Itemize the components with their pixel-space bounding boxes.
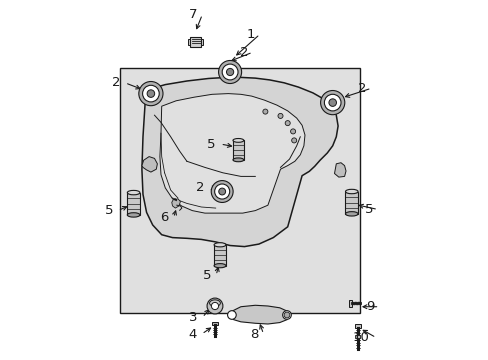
Circle shape <box>206 298 223 314</box>
Text: 5: 5 <box>207 138 215 150</box>
Bar <box>190 37 201 47</box>
Circle shape <box>282 311 291 319</box>
Text: 3: 3 <box>189 311 197 324</box>
Circle shape <box>226 68 233 76</box>
Text: 8: 8 <box>250 328 258 341</box>
Circle shape <box>211 302 218 310</box>
Text: 5: 5 <box>364 203 373 216</box>
Ellipse shape <box>232 158 244 162</box>
Circle shape <box>214 184 229 199</box>
Text: 10: 10 <box>352 331 369 344</box>
Ellipse shape <box>345 189 357 194</box>
Circle shape <box>211 181 233 202</box>
Text: 2: 2 <box>358 82 366 95</box>
Circle shape <box>147 90 154 97</box>
Bar <box>232 140 244 160</box>
Polygon shape <box>230 305 289 324</box>
Circle shape <box>139 81 163 106</box>
Text: 5: 5 <box>203 269 211 282</box>
Text: 5: 5 <box>104 204 113 217</box>
Circle shape <box>142 85 159 102</box>
Text: 2: 2 <box>112 76 120 89</box>
Ellipse shape <box>214 264 225 268</box>
Bar <box>348 300 351 307</box>
Polygon shape <box>171 199 180 208</box>
Text: 1: 1 <box>246 28 255 41</box>
Circle shape <box>227 311 236 319</box>
Text: 7: 7 <box>189 8 197 21</box>
Bar <box>201 39 203 45</box>
Circle shape <box>218 60 241 84</box>
Text: 6: 6 <box>160 211 168 224</box>
Bar <box>354 324 361 328</box>
Text: 4: 4 <box>188 328 197 341</box>
Polygon shape <box>160 94 305 213</box>
Bar <box>214 245 225 266</box>
Circle shape <box>277 113 283 118</box>
Bar <box>345 192 357 214</box>
Ellipse shape <box>127 190 140 195</box>
Bar <box>355 335 360 338</box>
Circle shape <box>328 99 336 107</box>
Polygon shape <box>142 77 337 247</box>
Circle shape <box>285 121 289 126</box>
Circle shape <box>324 94 340 111</box>
Circle shape <box>291 138 296 143</box>
Text: 2: 2 <box>239 46 247 59</box>
Polygon shape <box>334 163 346 177</box>
Polygon shape <box>142 157 157 172</box>
Ellipse shape <box>214 243 225 247</box>
Ellipse shape <box>209 300 220 306</box>
Circle shape <box>290 129 295 134</box>
Text: 9: 9 <box>366 300 374 313</box>
Bar <box>187 39 190 45</box>
Circle shape <box>263 109 267 114</box>
Bar <box>212 322 218 325</box>
Circle shape <box>222 64 238 80</box>
Text: 2: 2 <box>196 181 204 194</box>
Ellipse shape <box>127 213 140 217</box>
Circle shape <box>218 188 225 195</box>
Bar <box>120 68 359 313</box>
Bar <box>127 193 140 215</box>
Circle shape <box>320 90 344 115</box>
Ellipse shape <box>232 139 244 142</box>
Circle shape <box>284 312 289 318</box>
Ellipse shape <box>345 212 357 216</box>
